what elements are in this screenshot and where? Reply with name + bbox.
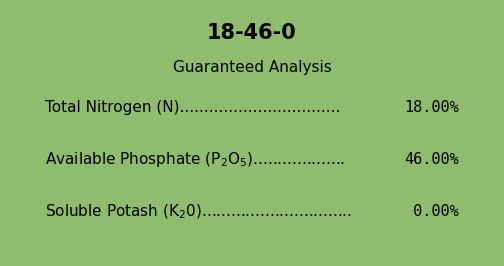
Text: 18.00%: 18.00% — [404, 100, 459, 115]
Text: Total Nitrogen (N).................................: Total Nitrogen (N)......................… — [45, 100, 341, 115]
Text: 46.00%: 46.00% — [404, 152, 459, 167]
Text: 18-46-0: 18-46-0 — [207, 23, 297, 43]
Text: 0.00%: 0.00% — [404, 204, 459, 219]
Text: Guaranteed Analysis: Guaranteed Analysis — [173, 60, 331, 75]
Text: Available Phosphate (P$_{2}$O$_{5}$)...................: Available Phosphate (P$_{2}$O$_{5}$)....… — [45, 150, 346, 169]
Text: Soluble Potash (K$_{2}$0)...............................: Soluble Potash (K$_{2}$0)...............… — [45, 202, 352, 221]
